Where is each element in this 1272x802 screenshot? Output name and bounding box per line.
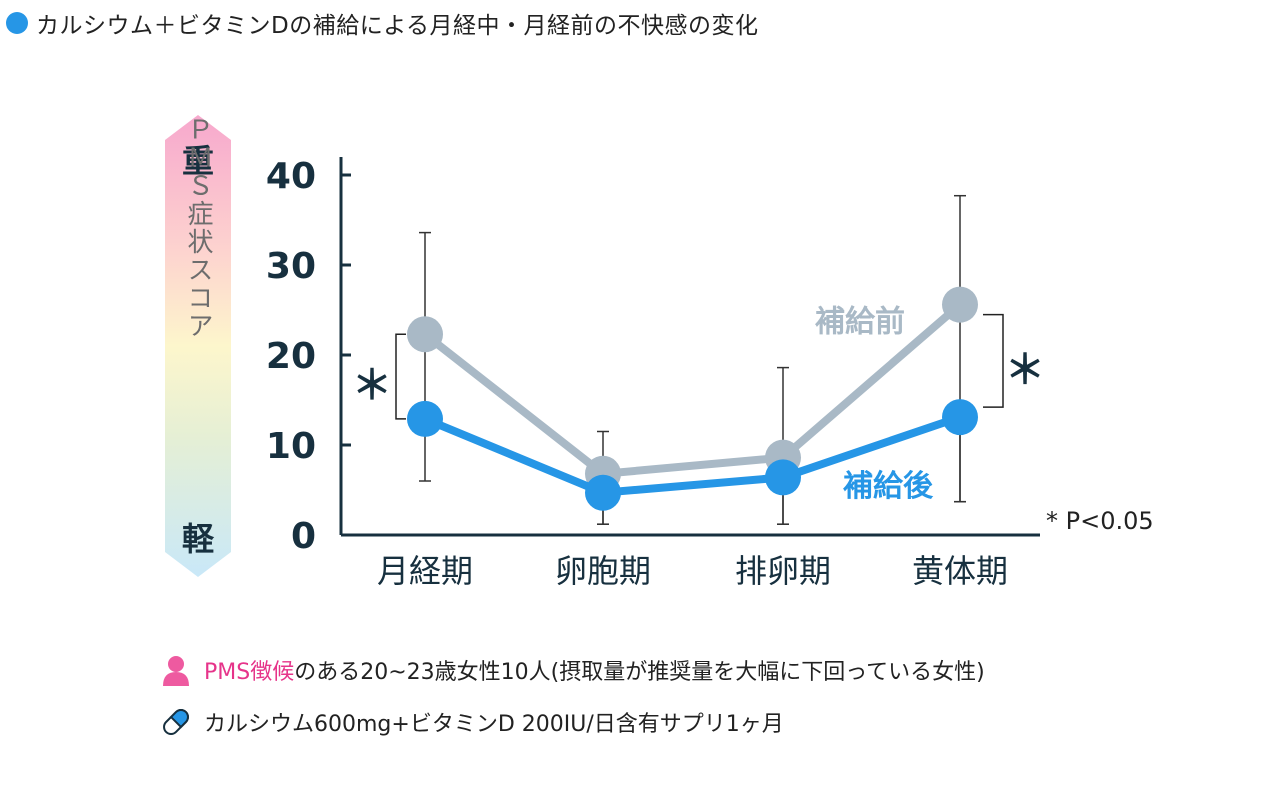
pms-score-chart: 重 軽 ＰＭＳ症状スコア 0 10 20 30 40 月経期 卵胞期 排卵期 黄体期 補給前補給後… bbox=[165, 115, 1154, 590]
chart-title: カルシウム＋ビタミンDの補給による月経中・月経前の不快感の変化 bbox=[36, 13, 759, 39]
y-tick-label: 40 bbox=[266, 156, 316, 197]
x-tick-label: 黄体期 bbox=[912, 552, 1008, 590]
scale-top-label: 重 bbox=[182, 142, 214, 180]
series-label: 補給後 bbox=[842, 469, 934, 504]
p-value-footnote: * P<0.05 bbox=[1046, 507, 1154, 535]
series-line bbox=[422, 301, 963, 478]
significance-mark: ＊ bbox=[1005, 347, 1045, 393]
capsule-icon bbox=[163, 709, 189, 735]
series-line bbox=[423, 413, 962, 497]
data-point bbox=[942, 399, 978, 436]
x-tick-label: 卵胞期 bbox=[555, 552, 651, 590]
subjects-highlight: PMS徴候 bbox=[204, 660, 295, 685]
data-point bbox=[942, 286, 978, 323]
subjects-text: のある20~23歳女性10人(摂取量が推奨量を大幅に下回っている女性) bbox=[294, 660, 985, 685]
x-tick-label: 月経期 bbox=[377, 552, 473, 590]
scale-axis-title: ＰＭＳ症状スコア bbox=[183, 116, 213, 340]
person-icon bbox=[163, 656, 189, 686]
supplement-text: カルシウム600mg+ビタミンD 200IU/日含有サプリ1ヶ月 bbox=[204, 712, 784, 737]
series-label: 補給前 bbox=[814, 305, 905, 340]
severity-gradient bbox=[165, 115, 231, 577]
chart-heading: カルシウム＋ビタミンDの補給による月経中・月経前の不快感の変化 bbox=[6, 6, 759, 40]
data-point bbox=[765, 459, 801, 496]
data-point bbox=[407, 400, 443, 437]
y-tick-label: 20 bbox=[266, 336, 316, 377]
subjects-note: PMS徴候のある20~23歳女性10人(摂取量が推奨量を大幅に下回っている女性) bbox=[160, 654, 985, 686]
significance-bracket bbox=[395, 333, 406, 420]
y-tick-label: 10 bbox=[266, 426, 316, 467]
significance-mark: ＊ bbox=[352, 363, 392, 409]
data-point bbox=[585, 474, 621, 511]
y-tick-label: 0 bbox=[291, 516, 316, 557]
y-tick-label: 30 bbox=[266, 246, 316, 287]
x-tick-label: 排卵期 bbox=[735, 552, 831, 590]
supplement-note: カルシウム600mg+ビタミンD 200IU/日含有サプリ1ヶ月 bbox=[160, 706, 784, 738]
scale-bottom-label: 軽 bbox=[182, 520, 215, 558]
significance-bracket bbox=[983, 313, 1004, 408]
severity-scale-bar: 重 軽 ＰＭＳ症状スコア bbox=[165, 115, 231, 577]
data-point bbox=[407, 316, 443, 353]
bullet-dot-icon bbox=[6, 12, 28, 34]
